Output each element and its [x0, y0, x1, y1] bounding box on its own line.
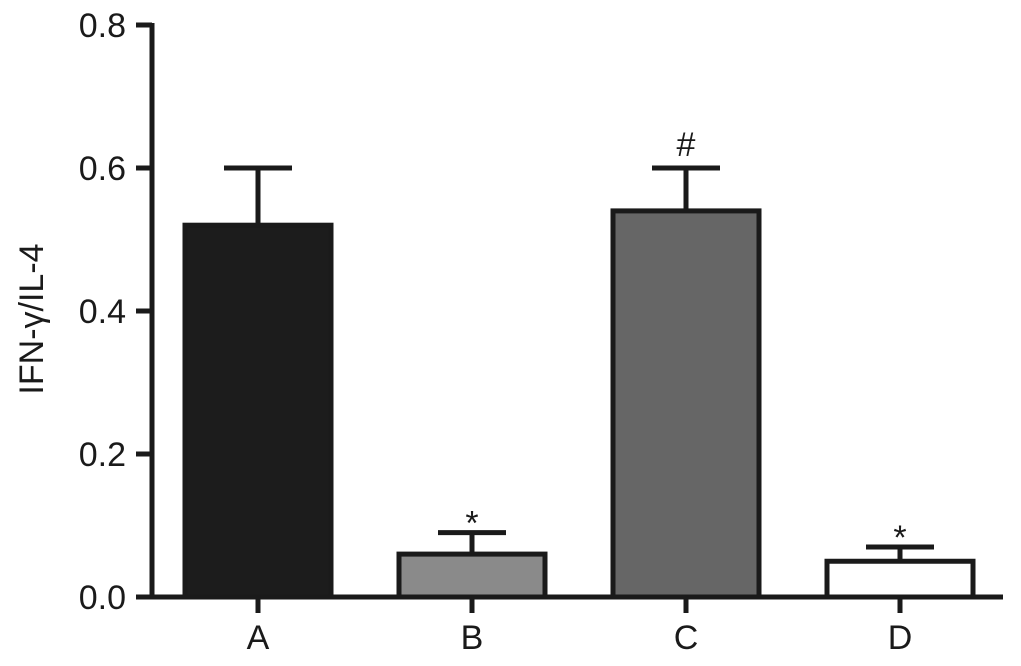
x-ticks: A B C D [247, 597, 913, 657]
bars: * # * [182, 126, 976, 600]
x-tick-label: B [461, 619, 484, 657]
significance-marker: * [465, 505, 478, 543]
x-tick-label: A [247, 619, 270, 657]
y-tick-label: 0.2 [79, 436, 126, 474]
significance-marker: # [677, 126, 696, 164]
bar-A [182, 222, 334, 600]
x-tick-label: D [888, 619, 913, 657]
y-tick-label: 0.6 [79, 150, 126, 188]
y-tick-label: 0.4 [79, 293, 126, 331]
y-tick-label: 0.8 [79, 7, 126, 45]
y-tick-label: 0.0 [79, 579, 126, 617]
y-axis-title: IFN-γ/IL-4 [13, 243, 51, 394]
x-tick-label: C [674, 619, 699, 657]
bar-C [610, 208, 762, 600]
bar-D [824, 558, 976, 600]
y-ticks: 0.0 0.2 0.4 0.6 0.8 [79, 7, 152, 617]
significance-marker: * [893, 519, 906, 557]
bar-B [396, 551, 548, 600]
